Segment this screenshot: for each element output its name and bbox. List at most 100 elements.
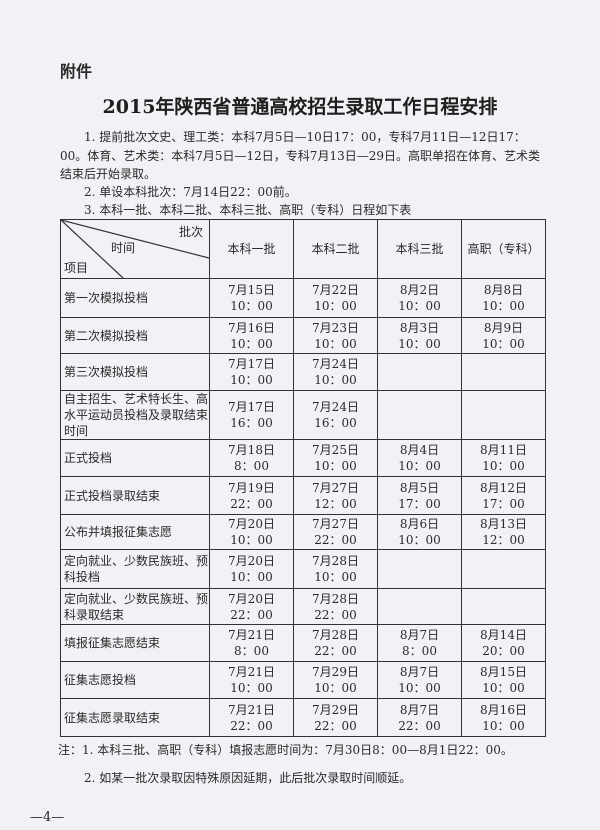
cell-time: 22：00 (314, 644, 357, 658)
cell-date: 7月19日 (228, 480, 275, 495)
cell-date: 7月28日 (312, 591, 359, 606)
cell-date: 7月20日 (228, 554, 275, 568)
row-item-label: 第一次模拟投档 (60, 278, 210, 318)
table-row: 第二次模拟投档 7月16日 10：00 7月23日 10：00 8月3日 10：00 8月9日… (60, 317, 546, 354)
cell-time: 10：00 (482, 299, 525, 313)
cell-date: 8月11日 (480, 443, 527, 457)
cell-time: 10：00 (230, 299, 273, 313)
note-2: 2. 如某一批次录取因特殊原因延期，此后批次录取时间顺延。 (84, 771, 412, 785)
cell-time: 17：00 (482, 496, 525, 511)
cell-time: 10：00 (482, 718, 525, 733)
cell-time: 8：00 (234, 459, 269, 473)
schedule-cell: 7月27日 12：00 (293, 476, 378, 515)
page-number: —4— (30, 810, 65, 825)
cell-time: 10：00 (230, 570, 273, 584)
column-header: 本科一批 (209, 219, 294, 279)
schedule-cell: 7月25日 10：00 (293, 439, 378, 477)
cell-date: 7月20日 (228, 591, 275, 606)
row-item-label: 公布并填报征集志愿 (60, 514, 210, 550)
schedule-cell: 7月29日 22：00 (293, 698, 378, 737)
cell-time: 10：00 (230, 533, 273, 547)
schedule-cell: 7月23日 10：00 (293, 317, 378, 354)
cell-time: 22：00 (230, 718, 273, 733)
schedule-cell: 7月17日 10：00 (209, 353, 294, 391)
schedule-cell (377, 549, 462, 589)
cell-time: 10：00 (314, 299, 357, 313)
schedule-cell: 7月16日 10：00 (209, 317, 294, 354)
schedule-cell: 8月7日 8：00 (377, 624, 462, 662)
cell-time: 10：00 (398, 533, 441, 547)
schedule-cell: 7月20日 10：00 (209, 514, 294, 550)
cell-date: 7月21日 (228, 665, 275, 679)
cell-time: 16：00 (314, 416, 357, 430)
cell-time: 10：00 (482, 336, 525, 351)
schedule-cell: 8月5日 17：00 (377, 476, 462, 515)
schedule-cell: 8月14日 20：00 (461, 624, 546, 662)
table-row: 填报征集志愿结束 7月21日 8：00 7月28日 22：00 8月7日 8：00 8月14日… (60, 624, 546, 662)
cell-time: 10：00 (398, 459, 441, 473)
schedule-cell: 7月21日 10：00 (209, 661, 294, 699)
schedule-cell: 8月16日 10：00 (461, 698, 546, 737)
cell-time: 8：00 (402, 644, 437, 658)
schedule-cell: 8月2日 10：00 (377, 278, 462, 318)
schedule-cell: 8月7日 10：00 (377, 661, 462, 699)
cell-date: 8月5日 (399, 480, 440, 495)
schedule-cell: 8月9日 10：00 (461, 317, 546, 354)
cell-time: 10：00 (482, 681, 525, 695)
cell-date: 7月18日 (228, 443, 275, 457)
cell-time: 22：00 (314, 533, 357, 547)
cell-date: 7月21日 (228, 702, 275, 717)
cell-time: 22：00 (398, 718, 441, 733)
row-item-label: 第三次模拟投档 (60, 353, 210, 391)
cell-date: 8月4日 (399, 443, 440, 457)
schedule-cell: 7月24日 16：00 (293, 390, 378, 440)
cell-date: 8月8日 (483, 283, 524, 297)
schedule-cell: 8月3日 10：00 (377, 317, 462, 354)
cell-time: 10：00 (398, 681, 441, 695)
schedule-cell: 8月15日 10：00 (461, 661, 546, 699)
table-row: 公布并填报征集志愿 7月20日 10：00 7月27日 22：00 8月6日 10：00 8月… (60, 514, 546, 550)
cell-date: 7月28日 (312, 554, 359, 568)
schedule-cell: 7月27日 22：00 (293, 514, 378, 550)
schedule-cell (461, 353, 546, 391)
cell-date: 7月17日 (228, 357, 275, 371)
schedule-cell: 7月28日 22：00 (293, 588, 378, 625)
schedule-cell: 8月4日 10：00 (377, 439, 462, 477)
schedule-cell: 7月28日 10：00 (293, 549, 378, 589)
schedule-cell: 7月21日 8：00 (209, 624, 294, 662)
cell-time: 10：00 (314, 373, 357, 387)
schedule-cell (377, 588, 462, 625)
cell-time: 10：00 (230, 373, 273, 387)
schedule-cell: 8月6日 10：00 (377, 514, 462, 550)
cell-time: 17：00 (398, 496, 441, 511)
table-row: 正式投档录取结束 7月19日 22：00 7月27日 12：00 8月5日 17：00 8月1… (60, 476, 546, 515)
cell-time: 20：00 (482, 644, 525, 658)
cell-date: 8月7日 (399, 702, 440, 717)
row-item-label: 填报征集志愿结束 (60, 624, 210, 662)
cell-date: 8月16日 (480, 702, 527, 717)
cell-date: 8月2日 (399, 283, 440, 297)
schedule-cell: 8月8日 10：00 (461, 278, 546, 318)
column-header: 本科二批 (293, 219, 378, 279)
table-row: 征集志愿录取结束 7月21日 22：00 7月29日 22：00 8月7日 22：00 8月1… (60, 698, 546, 737)
schedule-cell (461, 588, 546, 625)
cell-time: 22：00 (314, 607, 357, 622)
cell-date: 8月14日 (480, 628, 527, 642)
cell-time: 10：00 (314, 459, 357, 473)
cell-date: 7月27日 (312, 517, 359, 531)
schedule-cell (377, 390, 462, 440)
schedule-cell: 7月29日 10：00 (293, 661, 378, 699)
cell-time: 22：00 (230, 496, 273, 511)
cell-date: 8月15日 (480, 665, 527, 679)
cell-time: 10：00 (398, 299, 441, 313)
cell-date: 7月16日 (228, 320, 275, 335)
document-title: 2015年陕西省普通高校招生录取工作日程安排 (102, 96, 498, 118)
corner-cell: 批次 时间 项目 (60, 219, 210, 279)
diagonal-lines (61, 220, 209, 278)
schedule-cell: 8月11日 10：00 (461, 439, 546, 477)
table-row: 定向就业、少数民族班、预科录取结束 7月20日 22：00 7月28日 22：00 (60, 588, 546, 625)
cell-date: 8月3日 (399, 320, 440, 335)
corner-time-label: 时间 (111, 241, 136, 255)
cell-date: 8月12日 (480, 480, 527, 495)
corner-item-label: 项目 (64, 261, 89, 275)
